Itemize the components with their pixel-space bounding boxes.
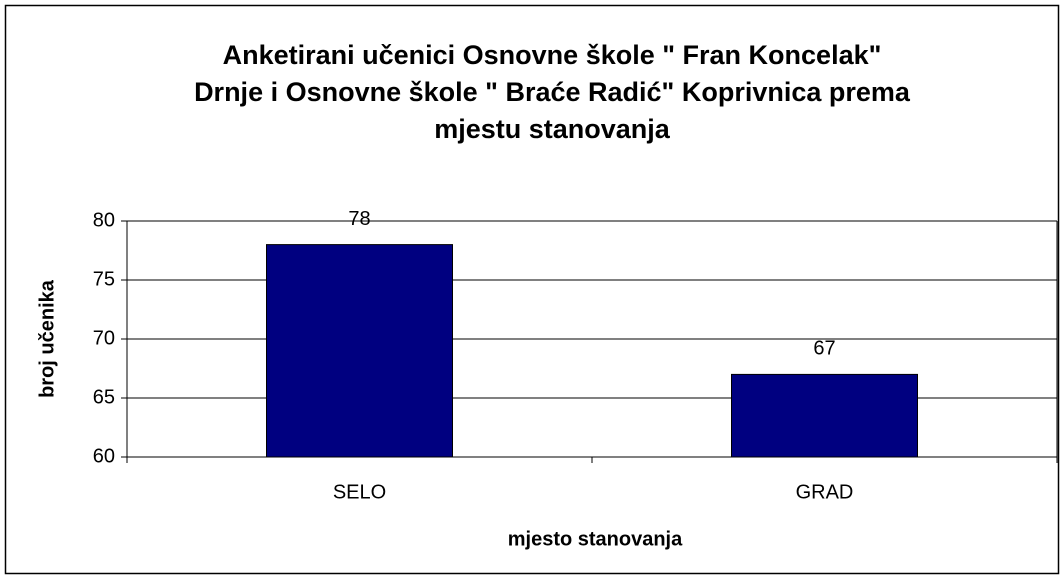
y-tick-label: 75	[93, 268, 115, 290]
data-label: 78	[348, 208, 370, 230]
bar	[731, 373, 918, 458]
data-label: 67	[813, 338, 835, 360]
chart-title: Anketirani učenici Osnovne škole " Fran …	[223, 40, 882, 70]
y-tick-label: 70	[93, 327, 115, 349]
bar	[266, 244, 453, 458]
y-tick-label: 65	[93, 386, 115, 408]
chart-title: Drnje i Osnovne škole " Braće Radić" Kop…	[194, 77, 911, 107]
x-tick-label: SELO	[333, 481, 386, 503]
y-axis-title: broj učenika	[36, 279, 58, 398]
chart-border	[4, 4, 1060, 575]
x-axis-title: mjesto stanovanja	[508, 528, 683, 550]
y-tick-label: 60	[93, 445, 115, 467]
x-tick-label: GRAD	[796, 481, 854, 503]
y-tick-label: 80	[93, 209, 115, 231]
chart-title: mjestu stanovanja	[434, 114, 671, 144]
